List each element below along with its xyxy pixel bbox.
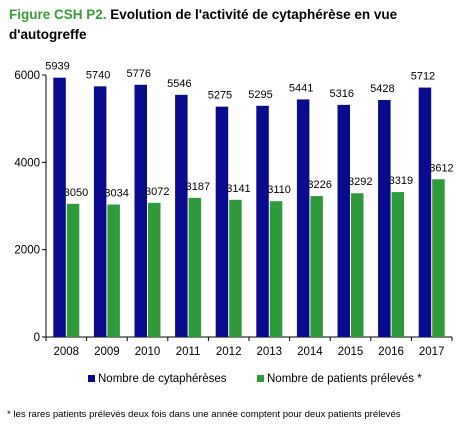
bar-value-label: 3034 [104, 188, 128, 200]
bar-series-2 [148, 202, 161, 337]
x-tick-label: 2016 [378, 346, 404, 358]
bar-series-1 [215, 106, 229, 338]
bar-series-1 [378, 99, 391, 338]
bar-series-1 [337, 104, 350, 337]
bar-value-label: 3292 [348, 176, 372, 188]
x-tick-label: 2012 [216, 346, 242, 358]
legend-swatch [88, 375, 95, 382]
bar-value-label: 3050 [64, 187, 88, 199]
bar-series-2 [432, 179, 445, 337]
bar-value-label: 3141 [226, 183, 250, 195]
x-tick-label: 2017 [419, 346, 445, 358]
bar-value-label: 5316 [330, 88, 354, 100]
y-axis: 0 2000 4000 6000 [14, 70, 47, 344]
legend-label: Nombre de patients prélevés * [267, 373, 422, 385]
x-tick-label: 2010 [135, 346, 161, 358]
chart-title: Figure CSH P2. Evolution de l'activité d… [9, 5, 454, 45]
bar-series-2 [310, 196, 323, 337]
bars [53, 77, 445, 338]
chart-title-main: Evolution de l'activité de cytaphérèse e… [9, 7, 398, 42]
bar-value-label: 3187 [186, 181, 210, 193]
bar-series-2 [66, 203, 80, 337]
y-tick-label: 4000 [14, 157, 40, 169]
y-tick-label: 2000 [14, 245, 40, 257]
bar-series-2 [107, 204, 120, 337]
bar-series-1 [53, 77, 66, 337]
bar-value-label: 5939 [45, 61, 69, 73]
legend: Nombre de cytaphérèses Nombre de patients… [88, 373, 422, 385]
bar-value-label: 5712 [411, 71, 435, 83]
footnote: * les rares patients prélevés deux fois … [7, 409, 401, 420]
bar-series-1 [93, 86, 107, 337]
bar-labels: 5939 5740 5776 5546 5275 5295 5441 5316 5428 5712… [45, 61, 453, 200]
bar-value-label: 3319 [389, 175, 413, 187]
bar-value-label: 3612 [429, 162, 453, 174]
bar-value-label: 5546 [167, 78, 191, 90]
bar-series-1 [134, 84, 147, 337]
x-tick-label: 2011 [176, 346, 201, 358]
bar-value-label: 5295 [248, 89, 272, 101]
bar-series-2 [188, 197, 202, 337]
x-axis: 2008 2009 2010 2011 2012 2013 2014 2015 2016 2017 [45, 336, 453, 358]
x-tick-label: 2008 [54, 346, 80, 358]
bar-series-2 [351, 193, 364, 337]
legend-swatch [257, 375, 264, 382]
bar-series-1 [418, 87, 432, 338]
bar-value-label: 5776 [127, 68, 151, 80]
bar-series-1 [175, 94, 188, 337]
x-tick-label: 2015 [338, 346, 364, 358]
bar-series-2 [229, 199, 242, 337]
bar-series-2 [269, 201, 283, 337]
x-tick-label: 2009 [94, 346, 120, 358]
bar-value-label: 5428 [370, 83, 394, 95]
bar-value-label: 3226 [307, 179, 331, 191]
bar-series-2 [391, 192, 405, 337]
bar-value-label: 5275 [208, 90, 232, 102]
y-tick-label: 0 [34, 332, 40, 344]
bar-value-label: 3072 [145, 186, 169, 198]
x-tick-label: 2014 [297, 346, 323, 358]
bar-series-1 [256, 105, 269, 337]
bar-value-label: 3110 [267, 184, 291, 196]
x-tick-label: 2013 [257, 346, 283, 358]
y-tick-label: 6000 [14, 70, 40, 82]
bar-value-label: 5441 [289, 82, 313, 94]
legend-label: Nombre de cytaphérèses [98, 373, 227, 385]
bar-value-label: 5740 [86, 69, 110, 81]
bar-series-1 [296, 99, 310, 337]
chart-title-prefix: Figure CSH P2. [9, 7, 107, 22]
